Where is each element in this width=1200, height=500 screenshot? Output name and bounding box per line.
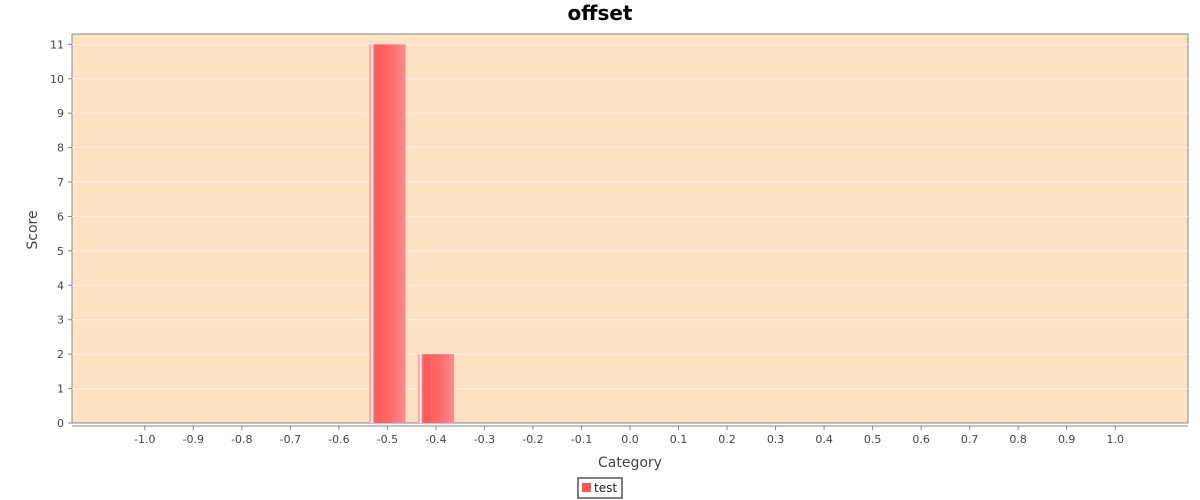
x-tick-label: -0.7: [280, 433, 301, 446]
legend-label: test: [594, 481, 617, 495]
y-tick-label: 5: [57, 245, 64, 258]
y-tick-label: 2: [57, 348, 64, 361]
x-tick-label: 0.8: [1009, 433, 1027, 446]
x-tick-label: 0.5: [864, 433, 882, 446]
x-tick-label: -0.8: [231, 433, 252, 446]
y-tick-label: 9: [57, 107, 64, 120]
x-tick-label: 0.6: [912, 433, 930, 446]
legend: test: [577, 477, 623, 499]
bar-highlight: [371, 44, 374, 424]
bar: [417, 354, 455, 423]
x-tick-label: -0.3: [474, 433, 495, 446]
bar-highlight: [419, 354, 422, 423]
x-tick-label: -0.6: [328, 433, 349, 446]
y-tick-label: 0: [57, 417, 64, 430]
x-axis: -1.0 -0.9 -0.8 -0.7 -0.6 -0.5 -0.4 -0.3 -0.2 -0.1…: [72, 425, 1188, 446]
y-tick-label: 6: [57, 210, 64, 223]
gridlines: [72, 43, 1188, 390]
y-tick-label: 10: [50, 73, 64, 86]
y-tick-label: 8: [57, 142, 64, 155]
y-axis-label: Score: [25, 210, 41, 249]
x-tick-label: 0.7: [961, 433, 979, 446]
y-tick-label: 11: [50, 38, 64, 51]
x-tick-label: 0.9: [1058, 433, 1076, 446]
y-tick-label: 3: [57, 314, 64, 327]
y-axis: 0 1 2 3 4 5 6 7 8 9 10 11: [50, 38, 72, 430]
x-tick-label: 0.3: [767, 433, 785, 446]
x-axis-label: Category: [598, 455, 662, 471]
x-tick-label: 0.2: [718, 433, 736, 446]
x-tick-label: 0.4: [815, 433, 833, 446]
x-tick-label: -0.9: [183, 433, 204, 446]
x-tick-label: -0.1: [571, 433, 592, 446]
x-tick-label: -0.4: [425, 433, 446, 446]
x-tick-label: 1.0: [1106, 433, 1124, 446]
x-tick-label: 0.0: [621, 433, 639, 446]
x-tick-label: -1.0: [134, 433, 155, 446]
y-tick-label: 4: [57, 279, 64, 292]
y-tick-label: 7: [57, 176, 64, 189]
legend-swatch: [582, 483, 591, 492]
plot-area: [71, 33, 1189, 424]
chart-title: offset: [568, 1, 633, 25]
y-tick-label: 1: [57, 383, 64, 396]
x-tick-label: 0.1: [670, 433, 688, 446]
x-tick-label: -0.5: [377, 433, 398, 446]
bars: [369, 44, 455, 424]
bar: [369, 44, 406, 424]
x-tick-label: -0.2: [522, 433, 543, 446]
